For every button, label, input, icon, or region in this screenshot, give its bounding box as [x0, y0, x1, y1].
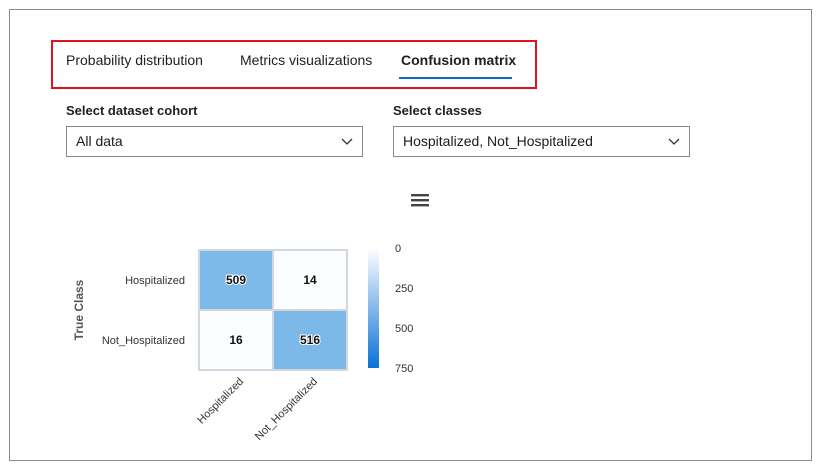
colorbar-tick-label: 750 [395, 363, 413, 375]
tab-probability-distribution[interactable]: Probability distribution [66, 52, 203, 68]
cell-value-label: 516 [300, 333, 320, 347]
cell-value-label: 16 [229, 333, 243, 347]
row-label: Not_Hospitalized [102, 335, 185, 347]
cell-value-label: 14 [303, 273, 317, 287]
classes-label: Select classes [393, 103, 482, 118]
colorbar-tick-label: 0 [395, 243, 401, 255]
cohort-dropdown[interactable]: All data [66, 126, 363, 157]
chevron-down-icon [341, 138, 353, 145]
cohort-value: All data [76, 133, 123, 149]
classes-dropdown[interactable]: Hospitalized, Not_Hospitalized [393, 126, 690, 157]
tabs-highlight-box [51, 40, 537, 89]
column-label: Hospitalized [195, 376, 246, 427]
y-axis-title: True Class [72, 279, 86, 340]
colorbar-tick-label: 250 [395, 283, 413, 295]
tab-confusion-matrix[interactable]: Confusion matrix [401, 52, 517, 68]
colorbar-tick-label: 500 [395, 323, 413, 335]
cell-value-label: 509 [226, 273, 246, 287]
cohort-label: Select dataset cohort [66, 103, 198, 118]
matrix-cell [272, 249, 348, 311]
colorbar [368, 248, 379, 368]
hamburger-menu-icon[interactable] [411, 192, 429, 208]
matrix-cell [272, 309, 348, 371]
chevron-down-icon [668, 138, 680, 145]
panel-frame [9, 9, 812, 461]
row-label: Hospitalized [125, 275, 185, 287]
classes-value: Hospitalized, Not_Hospitalized [403, 133, 593, 149]
column-label: Not_Hospitalized [253, 376, 320, 443]
matrix-cell [198, 309, 274, 371]
tab-metrics-visualizations[interactable]: Metrics visualizations [240, 52, 373, 68]
active-tab-indicator [399, 77, 512, 79]
